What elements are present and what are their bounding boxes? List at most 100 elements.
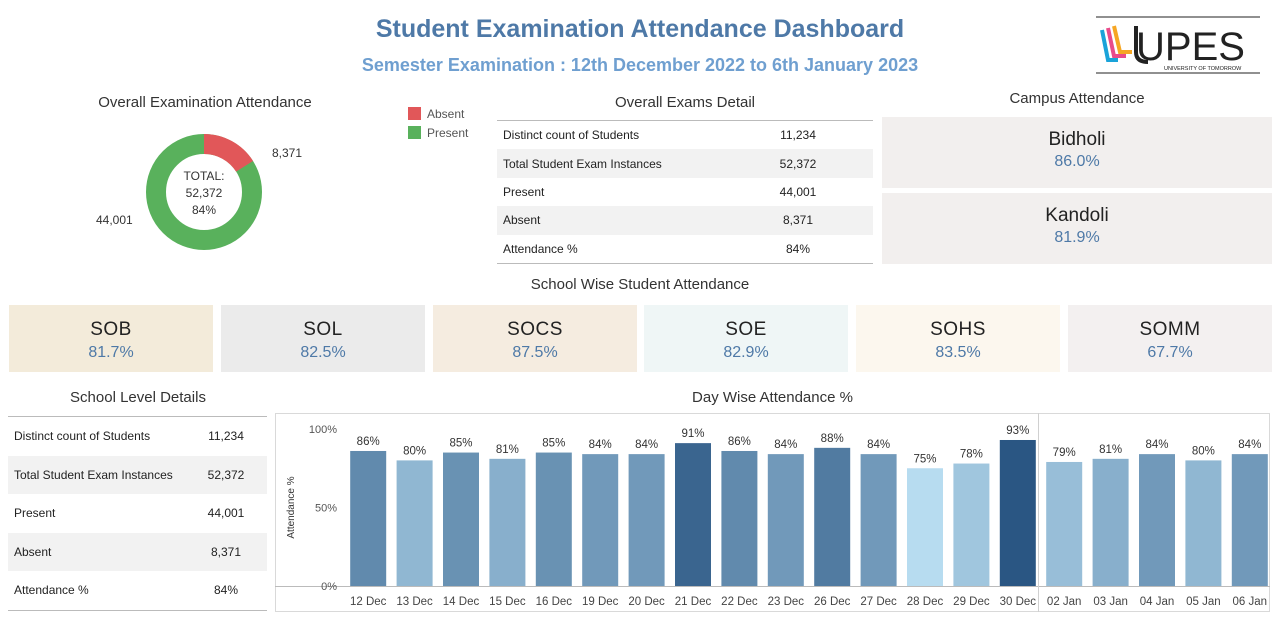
school-name: SOMM (1139, 319, 1201, 340)
bar-value-label: 81% (1099, 444, 1122, 456)
school-wise-title: School Wise Student Attendance (530, 276, 750, 293)
row-value: 44,001 (207, 506, 245, 521)
bar (396, 460, 433, 586)
school-card-sob[interactable]: SOB 81.7% (9, 305, 213, 372)
table-row: Absent 8,371 (497, 206, 873, 235)
school-pct: 83.5% (935, 344, 981, 361)
bar-value-label: 84% (635, 439, 658, 451)
legend-item-present[interactable]: Present (408, 123, 468, 142)
x-tick-label: 12 Dec (350, 596, 387, 608)
school-name: SOCS (507, 319, 563, 340)
row-label: Absent (14, 544, 52, 559)
x-tick-label: 30 Dec (1000, 596, 1037, 608)
x-tick-label: 04 Jan (1140, 596, 1175, 608)
x-tick-label: 06 Jan (1233, 596, 1268, 608)
exams-detail-title: Overall Exams Detail (614, 94, 756, 111)
school-card-somm[interactable]: SOMM 67.7% (1068, 305, 1272, 372)
bar (1185, 460, 1222, 586)
x-tick-label: 22 Dec (721, 596, 758, 608)
x-tick-label: 05 Jan (1186, 596, 1221, 608)
bar (721, 450, 758, 586)
bar (350, 450, 387, 586)
campus-attendance-title: Campus Attendance (1009, 90, 1145, 107)
row-label: Present (14, 506, 56, 521)
row-value: 52,372 (779, 156, 817, 171)
table-row: Attendance % 84% (497, 235, 873, 263)
bar-value-label: 91% (681, 428, 704, 440)
bar-value-label: 84% (589, 439, 612, 451)
dashboard-subtitle: Semester Examination : 12th December 202… (361, 55, 919, 75)
row-label: Distinct count of Students (14, 429, 151, 444)
donut-total-value: 52,372 (185, 186, 223, 200)
legend-label-present: Present (427, 125, 469, 140)
campus-name: Bidholi (1048, 129, 1106, 150)
bar-value-label: 80% (403, 445, 426, 457)
row-label: Total Student Exam Instances (14, 467, 173, 482)
bar-value-label: 84% (867, 439, 890, 451)
y-tick-label: 100% (309, 424, 337, 436)
donut-absent-value: 8,371 (272, 146, 303, 160)
school-card-soe[interactable]: SOE 82.9% (644, 305, 848, 372)
bar-value-label: 93% (1006, 425, 1029, 437)
logo-tagline: UNIVERSITY OF TOMORROW (1164, 66, 1242, 72)
legend-swatch-present (408, 126, 421, 139)
school-pct: 87.5% (512, 344, 558, 361)
school-pct: 67.7% (1147, 344, 1193, 361)
bar (860, 454, 897, 586)
legend-item-absent[interactable]: Absent (408, 104, 468, 123)
donut-center-total: TOTAL: 52,372 84% (162, 168, 246, 219)
x-tick-label: 02 Jan (1047, 596, 1082, 608)
bar (814, 447, 851, 586)
x-tick-label: 27 Dec (860, 596, 897, 608)
campus-card-bidholi[interactable]: Bidholi 86.0% (882, 117, 1272, 188)
exams-detail-table: Distinct count of Students 11,234 Total S… (497, 120, 873, 264)
row-label: Distinct count of Students (503, 128, 640, 143)
day-wise-chart: Attendance % 0% 50% 100% 86% 12 Dec 80% 13 Dec 8… (275, 413, 1270, 612)
bar (535, 452, 572, 586)
row-label: Attendance % (14, 583, 89, 598)
x-tick-label: 23 Dec (768, 596, 805, 608)
x-tick-label: 28 Dec (907, 596, 944, 608)
bar-value-label: 88% (821, 433, 844, 445)
x-tick-label: 19 Dec (582, 596, 619, 608)
bar (999, 439, 1036, 586)
school-card-socs[interactable]: SOCS 87.5% (433, 305, 637, 372)
legend-swatch-absent (408, 107, 421, 120)
bar-value-label: 84% (774, 439, 797, 451)
x-tick-label: 29 Dec (953, 596, 990, 608)
x-tick-label: 15 Dec (489, 596, 526, 608)
school-card-sohs[interactable]: SOHS 83.5% (856, 305, 1060, 372)
donut-legend: Absent Present (408, 104, 468, 142)
y-tick-label: 50% (315, 503, 337, 515)
school-pct: 82.9% (723, 344, 769, 361)
overall-attendance-title: Overall Examination Attendance (98, 94, 312, 111)
bar (767, 454, 804, 586)
bar (443, 452, 479, 586)
row-value: 11,234 (208, 429, 244, 444)
bar-value-label: 75% (913, 453, 936, 465)
bar-value-label: 78% (960, 449, 983, 461)
bar (1139, 454, 1175, 586)
y-tick-label: 0% (321, 581, 337, 593)
donut-present-value: 44,001 (96, 213, 133, 227)
school-level-table: Distinct count of Students 11,234 Total S… (8, 416, 267, 611)
school-pct: 82.5% (300, 344, 346, 361)
table-row: Distinct count of Students 11,234 (497, 121, 873, 149)
donut-total-label: TOTAL: (183, 169, 225, 183)
bar-value-label: 85% (542, 438, 565, 450)
upes-logo: UPES UNIVERSITY OF TOMORROW (1096, 16, 1260, 74)
school-name: SOL (303, 319, 343, 340)
x-tick-label: 03 Jan (1093, 596, 1128, 608)
table-row: Present 44,001 (497, 178, 873, 206)
table-row: Attendance % 84% (8, 571, 267, 610)
bar-value-label: 84% (1145, 439, 1168, 451)
day-wise-chart-svg: Attendance % 0% 50% 100% 86% 12 Dec 80% 13 Dec 8… (275, 413, 1270, 612)
row-value: 52,372 (207, 467, 245, 482)
campus-card-kandoli[interactable]: Kandoli 81.9% (882, 193, 1272, 264)
bar-value-label: 86% (357, 436, 380, 448)
x-tick-label: 20 Dec (628, 596, 665, 608)
dashboard-title: Student Examination Attendance Dashboard (375, 15, 905, 43)
school-card-sol[interactable]: SOL 82.5% (221, 305, 425, 372)
donut-total-pct: 84% (191, 203, 217, 217)
row-label: Absent (503, 213, 541, 228)
